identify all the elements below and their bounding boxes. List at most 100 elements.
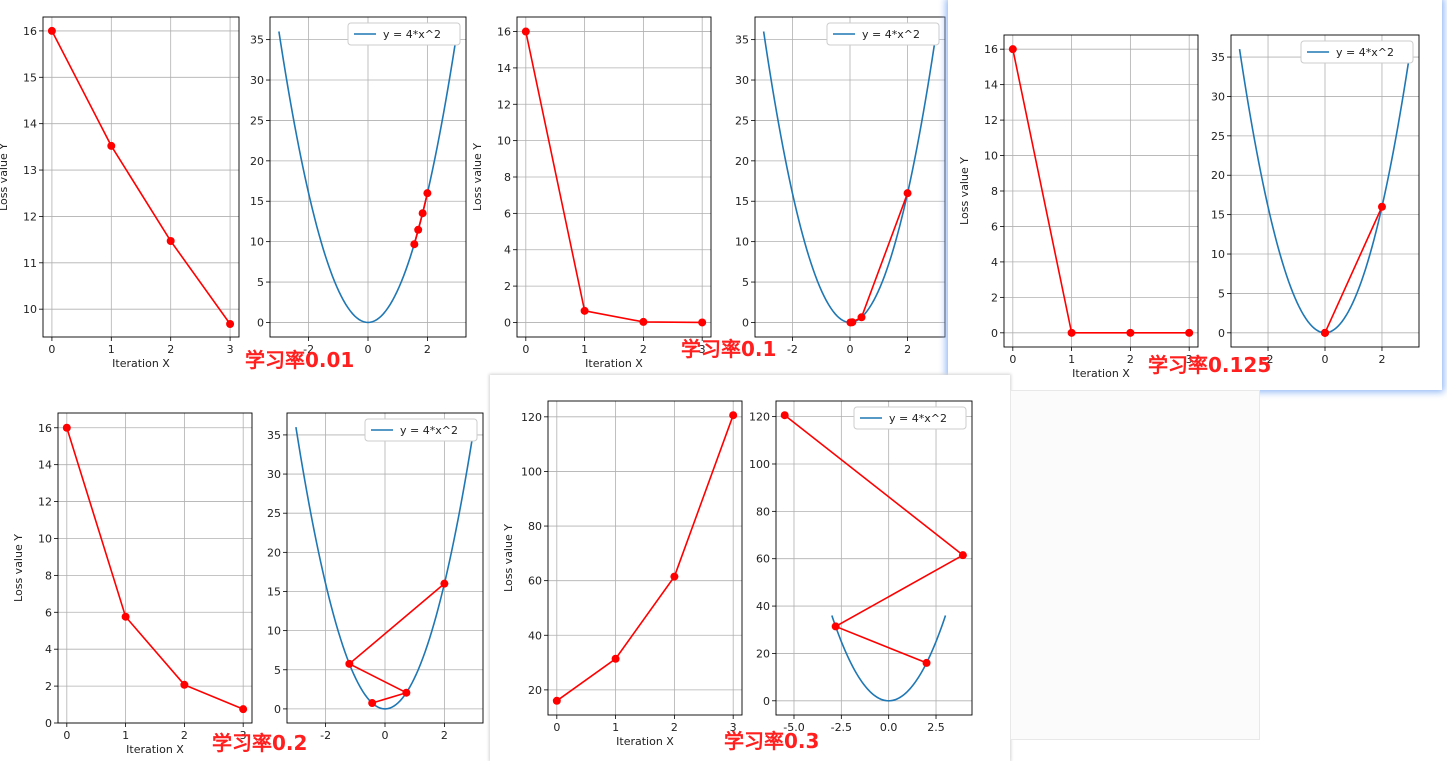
y-tick-label: 25 xyxy=(250,114,264,127)
y-tick-label: 0 xyxy=(742,316,749,329)
y-tick-label: 16 xyxy=(23,25,37,38)
y-tick-label: 60 xyxy=(528,575,542,588)
y-tick-label: 35 xyxy=(735,34,749,47)
descent-point xyxy=(440,579,449,588)
plot-frame xyxy=(42,16,240,338)
y-tick-label: 6 xyxy=(504,207,511,220)
x-tick-label: 1 xyxy=(122,729,129,742)
y-tick-label: 30 xyxy=(1211,90,1225,103)
x-tick-label: 1 xyxy=(612,721,619,734)
loss-series-line xyxy=(1012,49,1190,334)
legend-label: y = 4*x^2 xyxy=(1336,46,1394,59)
blank-area xyxy=(1010,390,1260,740)
y-tick-label: 20 xyxy=(735,155,749,168)
panel-lr-0.125: 0 1 2 3 0 2 4 6 8 10 12 14 16 Iteration X Loss value Y… xyxy=(948,0,1442,390)
y-tick-label: 0 xyxy=(1218,327,1225,340)
descent-point xyxy=(423,189,432,198)
descent-point xyxy=(857,313,866,322)
y-tick-label: 0 xyxy=(504,316,511,329)
learning-rate-label: 学习率0.3 xyxy=(724,729,820,753)
y-tick-label: 100 xyxy=(749,458,770,471)
legend-box xyxy=(347,22,461,46)
y-tick-label: 15 xyxy=(735,195,749,208)
x-tick-label: 3 xyxy=(240,729,247,742)
y-axis-label: Loss value Y xyxy=(958,157,971,225)
legend-label: y = 4*x^2 xyxy=(862,28,920,41)
x-tick-label: -2 xyxy=(787,343,798,356)
y-tick-label: 14 xyxy=(497,62,511,75)
loss-point xyxy=(166,237,175,245)
y-axis-label: Loss value Y xyxy=(0,143,10,211)
y-tick-label: 0 xyxy=(45,717,52,730)
loss-point xyxy=(121,612,130,621)
descent-path-line xyxy=(850,192,909,324)
x-tick-label: 3 xyxy=(227,343,234,356)
plot-frame xyxy=(269,16,467,338)
learning-rate-label: 学习率0.01 xyxy=(245,348,355,372)
plot-frame xyxy=(516,16,712,338)
y-tick-label: 4 xyxy=(45,643,52,656)
panel-lr-0.3: 0 1 2 3 20 40 60 80 100 120 Iteration X Loss value … xyxy=(490,375,1010,761)
y-tick-label: 16 xyxy=(38,422,52,435)
x-tick-label: -2 xyxy=(320,729,331,742)
x-tick-label: 0 xyxy=(847,343,854,356)
x-tick-label: 2 xyxy=(1127,353,1134,366)
x-axis-label: Iteration X xyxy=(1072,367,1130,380)
x-tick-label: 2.5 xyxy=(927,721,945,734)
x-tick-label: 2 xyxy=(424,343,431,356)
plot-frame xyxy=(57,412,253,724)
y-tick-label: 10 xyxy=(267,625,281,638)
x-tick-label: -2.5 xyxy=(831,721,852,734)
y-tick-label: 6 xyxy=(991,220,998,233)
legend: y = 4*x^2 xyxy=(1300,40,1414,64)
y-axis-label: Loss value Y xyxy=(12,534,25,602)
panel-lr-0.1: 0 1 2 3 0 2 4 6 8 10 12 14 16 Iteration X Loss value Y… xyxy=(470,0,948,375)
y-tick-label: 20 xyxy=(756,647,770,660)
y-axis-label: Loss value Y xyxy=(502,524,515,592)
x-tick-label: -5.0 xyxy=(783,721,804,734)
loss-series-line xyxy=(51,30,231,325)
plot-frame xyxy=(1230,34,1420,348)
y-tick-label: 30 xyxy=(250,74,264,87)
y-tick-label: 15 xyxy=(250,195,264,208)
plot-frame xyxy=(754,16,946,338)
loss-point xyxy=(729,411,738,420)
y-tick-label: 0 xyxy=(763,695,770,708)
descent-point xyxy=(1377,202,1386,211)
loss-point xyxy=(47,26,56,35)
chart-pair-lr-0.3: 0 1 2 3 20 40 60 80 100 120 Iteration X Loss value … xyxy=(502,400,973,748)
y-tick-label: 10 xyxy=(250,236,264,249)
y-tick-label: 10 xyxy=(23,303,37,316)
descent-point xyxy=(780,411,789,420)
y-tick-label: 10 xyxy=(497,135,511,148)
plot-frame xyxy=(547,400,743,716)
y-tick-label: 120 xyxy=(749,411,770,424)
y-tick-label: 5 xyxy=(742,276,749,289)
plot-frame xyxy=(286,412,484,724)
legend-box xyxy=(853,406,967,430)
x-axis-label: Iteration X xyxy=(616,735,674,748)
y-tick-label: 20 xyxy=(528,684,542,697)
y-tick-label: 4 xyxy=(504,244,511,257)
y-tick-label: 60 xyxy=(756,553,770,566)
y-tick-label: 12 xyxy=(23,210,37,223)
y-tick-label: 80 xyxy=(528,520,542,533)
y-tick-label: 20 xyxy=(267,546,281,559)
x-tick-label: 1 xyxy=(108,343,115,356)
loss-point xyxy=(239,705,248,714)
y-tick-label: 12 xyxy=(984,114,998,127)
x-tick-label: 3 xyxy=(699,343,706,356)
descent-point xyxy=(903,189,912,198)
y-tick-label: 5 xyxy=(257,276,264,289)
x-tick-label: 2 xyxy=(181,729,188,742)
y-tick-label: 4 xyxy=(991,256,998,269)
y-tick-label: 16 xyxy=(497,26,511,39)
